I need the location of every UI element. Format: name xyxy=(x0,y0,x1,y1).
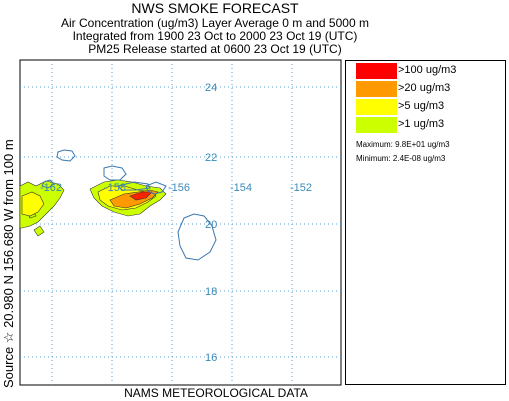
legend-minimum: Minimum: 2.4E-08 ug/m3 xyxy=(356,154,446,163)
coast-hawaii-big-island xyxy=(177,213,217,261)
lat-label-24: 24 xyxy=(205,82,217,94)
legend-swatch-1 xyxy=(356,117,397,133)
plume-100-ug xyxy=(129,191,153,201)
lon-label-156: -156 xyxy=(168,182,190,194)
coast-kauai xyxy=(41,179,55,189)
coast-molokai xyxy=(117,181,151,191)
legend-swatch-20 xyxy=(356,81,397,97)
coast-niihau-kauai xyxy=(56,149,76,162)
graticule xyxy=(20,60,341,385)
lon-label-154: -154 xyxy=(230,182,252,194)
subtitle-integration: Integrated from 1900 23 Oct to 2000 23 O… xyxy=(72,29,358,43)
coast-maui xyxy=(145,181,167,195)
coast-oahu xyxy=(103,165,127,181)
lon-label-152: -152 xyxy=(290,182,312,194)
legend-swatch-100 xyxy=(356,63,397,79)
legend-maximum: Maximum: 9.8E+01 ug/m3 xyxy=(356,140,450,149)
lon-label-162: -162 xyxy=(40,182,62,194)
lat-label-22: 22 xyxy=(205,152,217,164)
meteorological-data-label: NAMS METEOROLOGICAL DATA xyxy=(124,386,308,400)
coastlines xyxy=(41,149,217,261)
legend-label-5: >5 ug/m3 xyxy=(398,100,445,112)
legend-label-1: >1 ug/m3 xyxy=(398,118,445,130)
legend-label-100: >100 ug/m3 xyxy=(398,64,457,76)
legend-swatch-5 xyxy=(356,99,397,115)
subtitle-concentration: Air Concentration (ug/m3) Layer Average … xyxy=(61,16,369,30)
legend-label-20: >20 ug/m3 xyxy=(398,82,451,94)
map-frame xyxy=(19,59,342,386)
lon-label-158: -158 xyxy=(104,182,126,194)
lat-label-16: 16 xyxy=(205,352,217,364)
subtitle-release: PM25 Release started at 0600 23 Oct 19 (… xyxy=(88,42,342,56)
map-title: NWS SMOKE FORECAST xyxy=(131,0,299,16)
lat-label-18: 18 xyxy=(205,286,217,298)
legend-panel: >100 ug/m3 >20 ug/m3 >5 ug/m3 >1 ug/m3 M… xyxy=(345,60,506,385)
